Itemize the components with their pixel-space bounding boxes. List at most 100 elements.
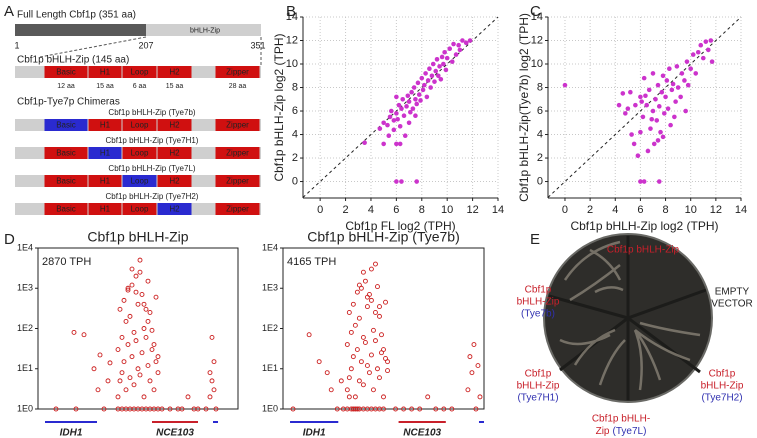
point (663, 94, 668, 100)
point (195, 406, 201, 412)
point (660, 134, 666, 140)
point (675, 85, 681, 90)
point (388, 108, 394, 114)
plate-label: VECTOR (711, 299, 753, 310)
point (123, 318, 129, 324)
point (650, 71, 656, 76)
point (451, 41, 456, 47)
point (409, 89, 414, 95)
point (402, 133, 408, 139)
point (467, 38, 473, 43)
point (653, 96, 658, 102)
domain (44, 119, 88, 131)
point (643, 93, 648, 99)
point (141, 301, 147, 307)
domain (122, 175, 157, 187)
point (125, 285, 131, 291)
point (651, 141, 657, 147)
y-tick-label: 1E2 (17, 323, 33, 333)
point (209, 334, 215, 340)
point (399, 179, 404, 184)
domain-label: H1 (100, 121, 111, 130)
panel-label: A (4, 3, 14, 20)
point (371, 387, 376, 393)
point (656, 104, 662, 109)
point (424, 94, 430, 100)
point (683, 108, 688, 114)
point (381, 120, 386, 126)
point (127, 375, 133, 381)
point (645, 148, 651, 154)
domain-label: Basic (56, 149, 76, 158)
x-tick-label: 0 (317, 204, 323, 216)
point (381, 394, 386, 400)
domain (157, 203, 192, 215)
y-tick-label: 1E0 (17, 403, 33, 413)
y-tick-label: 1E1 (262, 363, 278, 373)
plate-variant: (Tye7H1) (517, 393, 558, 404)
point (352, 394, 358, 400)
point (690, 52, 696, 57)
point (665, 106, 671, 111)
gene-label: IDH1 (60, 428, 83, 438)
panel-label: C (530, 3, 541, 20)
x-tick-label: 6 (393, 204, 399, 216)
point (360, 382, 366, 388)
domain-length: 12 aa (57, 83, 75, 90)
domain-label: H2 (169, 177, 180, 186)
section-title: Cbf1p-Tye7p Chimeras (17, 97, 120, 108)
chimera-label: Cbf1p bHLH-Zip (Tye7H2) (106, 192, 199, 201)
point (375, 366, 380, 372)
point (385, 122, 390, 128)
point (381, 141, 386, 147)
point (344, 387, 350, 393)
domain (44, 203, 88, 215)
x-tick-label: 10 (685, 204, 697, 216)
point (639, 99, 644, 104)
point (649, 116, 655, 122)
plate-label: bHLH-Zip (517, 297, 560, 308)
domain (88, 66, 122, 78)
y-tick-label: 1E2 (262, 323, 278, 333)
point (416, 92, 422, 97)
point (708, 38, 714, 43)
x-tick-label: 14 (492, 204, 504, 216)
point (638, 179, 643, 184)
point (145, 278, 151, 284)
point (133, 289, 139, 295)
point (703, 39, 709, 44)
point (438, 76, 444, 82)
point (441, 61, 446, 67)
domain-label: Loop (131, 205, 149, 214)
point (646, 87, 652, 93)
plate-label: Cbf1p (525, 285, 552, 296)
y-tick-label: 0 (537, 175, 543, 187)
gene-label: NCE103 (403, 428, 441, 438)
y-tick-label: 1E0 (262, 403, 278, 413)
point (356, 315, 362, 321)
panel-label: B (286, 3, 296, 20)
point (101, 406, 107, 412)
domain-length: 6 aa (133, 83, 147, 90)
y-tick-label: 1E3 (262, 283, 278, 293)
domain (157, 119, 192, 131)
point (417, 406, 423, 412)
point (628, 89, 633, 95)
y-tick-label: 10 (531, 58, 543, 70)
position-label: 207 (138, 40, 153, 50)
point (133, 273, 139, 279)
point (139, 292, 145, 297)
point (654, 118, 660, 123)
point (460, 38, 465, 43)
point (155, 370, 161, 376)
point (346, 394, 352, 400)
point (391, 118, 397, 123)
point (387, 114, 393, 120)
point (211, 387, 217, 393)
y-tick-label: 12 (286, 34, 298, 46)
x-tick-label: 14 (735, 204, 747, 216)
point (153, 294, 159, 300)
point (290, 406, 296, 412)
point (153, 359, 159, 365)
point (656, 179, 662, 184)
